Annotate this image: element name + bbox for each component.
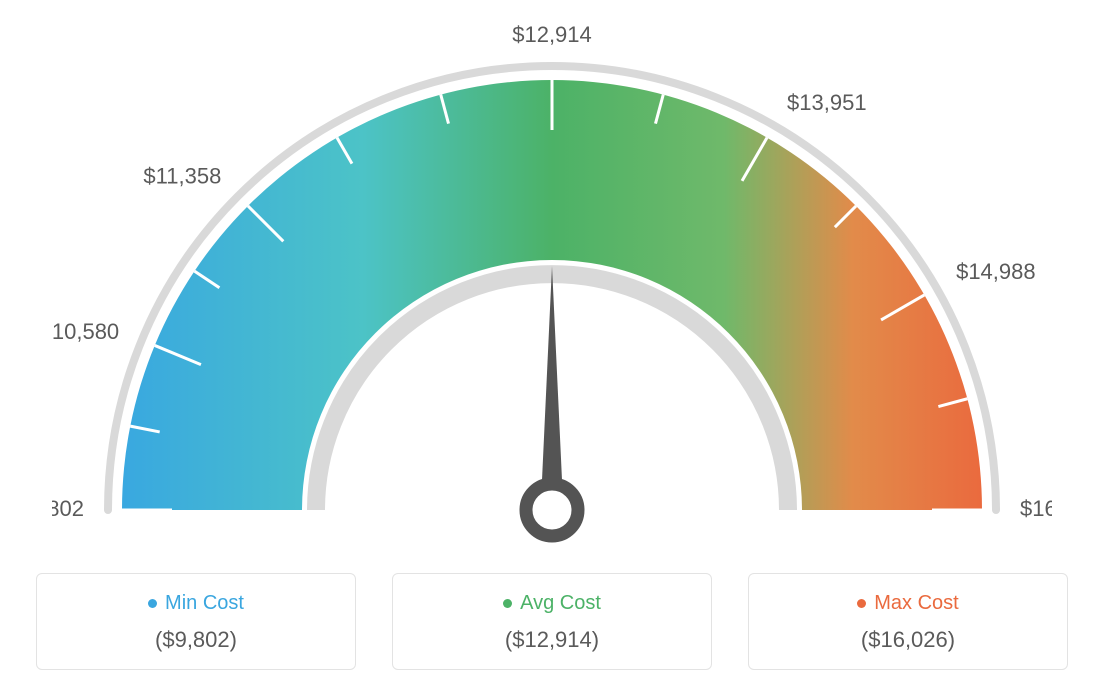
legend-label-avg: Avg Cost bbox=[520, 592, 601, 615]
svg-text:$9,802: $9,802 bbox=[52, 496, 84, 521]
legend-value-avg: ($12,914) bbox=[403, 627, 701, 653]
gauge-chart: $9,802 $10,580 $11,358 $12,914 $13,951 $14,98… bbox=[52, 10, 1052, 550]
legend-card-avg: Avg Cost ($12,914) bbox=[392, 573, 712, 670]
gauge-svg: $9,802 $10,580 $11,358 $12,914 $13,951 $14,98… bbox=[52, 10, 1052, 550]
svg-text:$16,026: $16,026 bbox=[1020, 496, 1052, 521]
legend-title-max: Max Cost bbox=[857, 592, 958, 615]
legend-card-min: Min Cost ($9,802) bbox=[36, 573, 356, 670]
legend-label-max: Max Cost bbox=[874, 592, 958, 615]
legend-value-min: ($9,802) bbox=[47, 627, 345, 653]
legend-dot-max bbox=[857, 599, 866, 608]
svg-text:$11,358: $11,358 bbox=[143, 163, 221, 188]
legend-row: Min Cost ($9,802) Avg Cost ($12,914) Max… bbox=[36, 573, 1068, 670]
legend-title-min: Min Cost bbox=[148, 592, 244, 615]
legend-dot-min bbox=[148, 599, 157, 608]
svg-text:$12,914: $12,914 bbox=[512, 22, 592, 47]
legend-card-max: Max Cost ($16,026) bbox=[748, 573, 1068, 670]
svg-text:$14,988: $14,988 bbox=[956, 259, 1036, 284]
svg-text:$13,951: $13,951 bbox=[787, 90, 867, 115]
svg-text:$10,580: $10,580 bbox=[52, 319, 119, 344]
legend-value-max: ($16,026) bbox=[759, 627, 1057, 653]
legend-label-min: Min Cost bbox=[165, 592, 244, 615]
legend-dot-avg bbox=[503, 599, 512, 608]
legend-title-avg: Avg Cost bbox=[503, 592, 601, 615]
